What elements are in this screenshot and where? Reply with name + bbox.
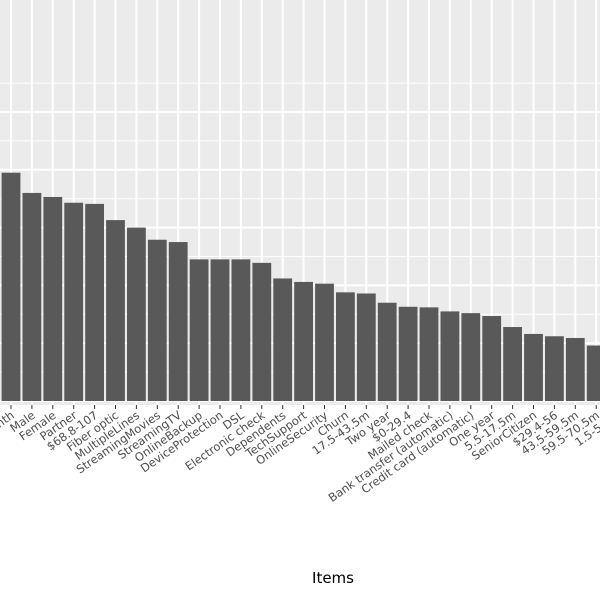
bar <box>461 313 481 401</box>
bars <box>1 172 600 401</box>
bar <box>22 192 42 401</box>
bar <box>586 345 600 401</box>
bar <box>252 262 272 401</box>
bar <box>1 172 21 401</box>
bar <box>419 307 439 401</box>
bar <box>43 196 63 401</box>
bar <box>294 281 313 401</box>
bar <box>273 278 293 401</box>
bar <box>85 203 104 401</box>
bar <box>210 259 230 401</box>
bar <box>231 259 251 401</box>
bar <box>64 202 84 401</box>
bar <box>524 333 543 401</box>
bar <box>482 316 502 401</box>
bar <box>440 311 460 401</box>
bar <box>565 338 585 401</box>
bar <box>503 327 522 401</box>
bar <box>106 220 125 401</box>
bar <box>147 239 167 401</box>
x-axis-title: Items <box>312 569 354 587</box>
bar <box>168 242 188 401</box>
bar <box>127 227 146 401</box>
bar <box>315 283 334 401</box>
bar <box>377 302 397 401</box>
bar <box>336 292 355 401</box>
bar <box>545 336 564 401</box>
bar <box>356 293 376 401</box>
bar <box>398 306 418 401</box>
bar <box>189 259 209 401</box>
x-axis-ticks <box>10 405 597 409</box>
